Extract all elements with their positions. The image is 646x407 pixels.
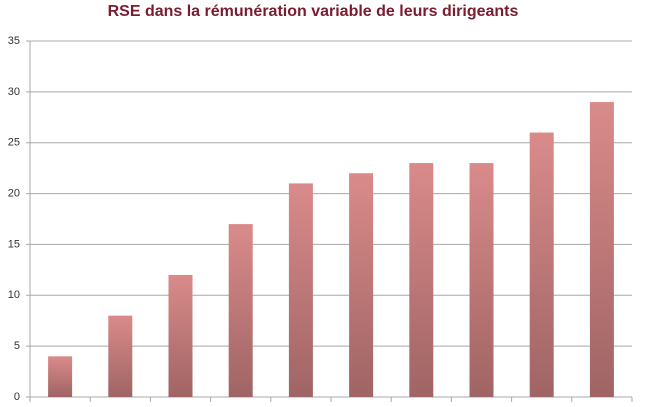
bar [469,163,494,397]
y-tick-label: 15 [8,238,20,250]
y-tick-label: 5 [14,340,20,352]
bar [228,224,253,397]
bar [409,163,434,397]
y-tick-label: 20 [8,187,20,199]
y-tick-label: 30 [8,86,20,98]
chart-title: RSE dans la rémunération variable de leu… [108,3,519,20]
bar [589,102,614,398]
bar [288,183,313,397]
y-tick-label: 25 [8,137,20,149]
bar [48,356,73,397]
y-tick-label: 35 [8,35,20,47]
bar [349,173,374,397]
y-tick-label: 10 [8,289,20,301]
y-tick-label: 0 [14,391,20,403]
bar [529,132,554,398]
bar [108,315,133,397]
bar [168,274,193,397]
